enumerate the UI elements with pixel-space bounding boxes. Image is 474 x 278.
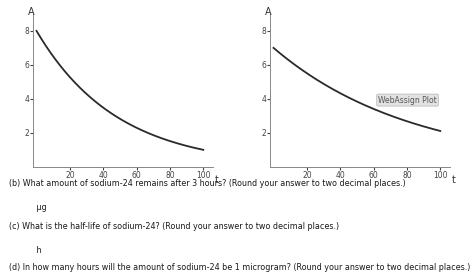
Text: (c) What is the half-life of sodium-24? (Round your answer to two decimal places: (c) What is the half-life of sodium-24? … <box>9 222 339 231</box>
Text: WebAssign Plot: WebAssign Plot <box>378 96 437 105</box>
Text: h: h <box>9 246 42 255</box>
Text: A: A <box>28 7 35 17</box>
Text: t: t <box>215 175 219 185</box>
Text: A: A <box>265 7 272 17</box>
Text: (d) In how many hours will the amount of sodium-24 be 1 microgram? (Round your a: (d) In how many hours will the amount of… <box>9 263 471 272</box>
Text: μg: μg <box>9 203 47 212</box>
Text: t: t <box>452 175 456 185</box>
Text: (b) What amount of sodium-24 remains after 3 hours? (Round your answer to two de: (b) What amount of sodium-24 remains aft… <box>9 179 406 188</box>
